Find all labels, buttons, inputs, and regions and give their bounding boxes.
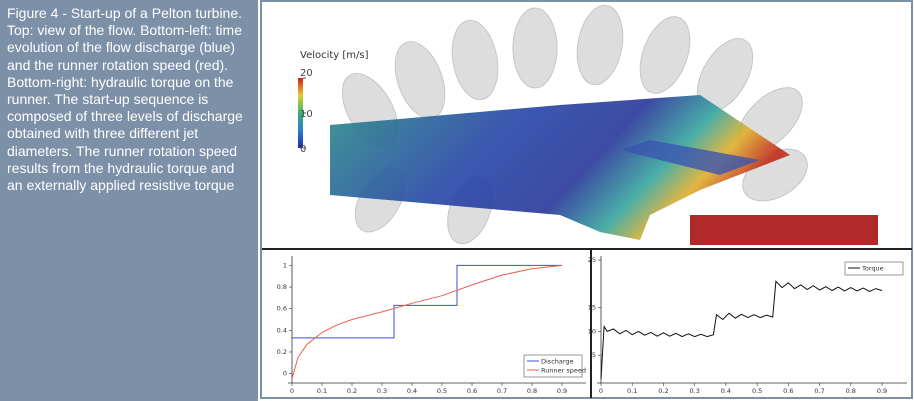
x-tick-label: 0.8 — [846, 387, 856, 395]
page: Figure 4 - Start-up of a Pelton turbine.… — [0, 0, 914, 401]
x-tick-label: 0 — [290, 387, 294, 395]
colorbar-tick-label: 10 — [300, 109, 313, 120]
x-tick-label: 0.1 — [627, 387, 637, 395]
x-tick-label: 0.5 — [437, 387, 447, 395]
y-tick-label: 10 — [588, 327, 596, 335]
x-tick-label: 0.7 — [814, 387, 824, 395]
y-tick-label: 5 — [592, 351, 596, 359]
y-tick-label: 0.8 — [277, 283, 287, 291]
y-tick-label: 0 — [283, 370, 287, 378]
x-tick-label: 0.6 — [783, 387, 793, 395]
x-tick-label: 0.9 — [877, 387, 887, 395]
x-tick-label: 0.8 — [527, 387, 537, 395]
y-tick-label: 15 — [588, 304, 596, 312]
x-tick-label: 0 — [599, 387, 603, 395]
x-tick-label: 0.5 — [752, 387, 762, 395]
legend-label: Runner speed — [541, 367, 586, 375]
y-tick-label: 0.2 — [277, 348, 287, 356]
x-tick-label: 0.9 — [557, 387, 567, 395]
legend-label: Discharge — [541, 358, 574, 366]
y-tick-label: 25 — [588, 256, 596, 264]
legend-label: Torque — [861, 265, 884, 273]
colorbar-tick-label: 0 — [300, 144, 306, 155]
y-tick-label: 0.4 — [277, 326, 287, 334]
x-tick-label: 0.3 — [690, 387, 700, 395]
x-tick-label: 0.7 — [497, 387, 507, 395]
y-tick-label: 1 — [283, 261, 287, 269]
x-tick-label: 0.4 — [721, 387, 731, 395]
x-tick-label: 0.2 — [347, 387, 357, 395]
x-tick-label: 0.1 — [317, 387, 327, 395]
x-tick-label: 0.3 — [377, 387, 387, 395]
x-tick-label: 0.4 — [407, 387, 417, 395]
colorbar-label: Velocity [m/s] — [300, 50, 369, 61]
colorbar-tick-label: 20 — [300, 68, 313, 79]
y-tick-label: 0.6 — [277, 305, 287, 313]
x-tick-label: 0.2 — [658, 387, 668, 395]
figure: Velocity [m/s] 2010000.10.20.30.40.50.60… — [0, 0, 914, 401]
x-tick-label: 0.6 — [467, 387, 477, 395]
water-jet — [690, 215, 878, 245]
